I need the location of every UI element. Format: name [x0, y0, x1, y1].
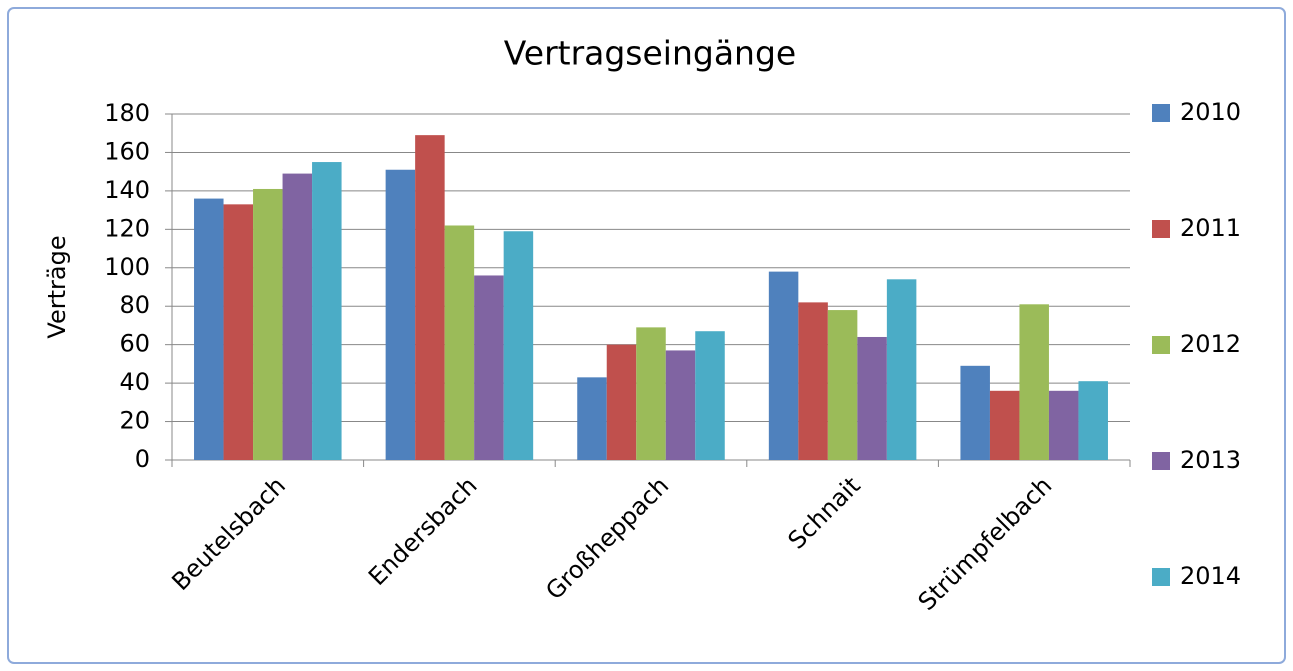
legend-label: 2013	[1180, 446, 1241, 474]
bar	[415, 135, 445, 460]
bar	[857, 336, 887, 460]
bar	[253, 188, 283, 460]
bar	[223, 204, 254, 460]
bar	[1019, 304, 1049, 460]
bar	[312, 162, 342, 461]
bar	[827, 310, 858, 460]
legend-swatch	[1152, 220, 1170, 238]
bar	[194, 198, 224, 461]
bar	[577, 377, 607, 460]
y-tick-label: 160	[104, 137, 150, 165]
legend-label: 2012	[1180, 330, 1241, 358]
bar	[636, 327, 666, 460]
legend-swatch	[1152, 568, 1170, 586]
legend-label: 2014	[1180, 562, 1241, 590]
bar	[989, 390, 1020, 460]
bar	[960, 365, 990, 460]
y-axis-label: Verträge	[43, 235, 71, 338]
chart-title: Vertragseingänge	[504, 34, 796, 73]
bar	[886, 279, 917, 460]
y-tick-label: 20	[119, 407, 150, 435]
bar	[665, 350, 696, 460]
bar	[282, 173, 313, 461]
bar	[385, 169, 416, 460]
bar	[695, 331, 725, 460]
y-tick-label: 80	[119, 291, 150, 319]
bar	[1078, 381, 1108, 460]
y-tick-label: 180	[104, 99, 150, 127]
y-tick-label: 100	[104, 253, 150, 281]
y-tick-label: 0	[135, 445, 150, 473]
y-tick-label: 60	[119, 330, 150, 358]
legend-label: 2011	[1180, 214, 1241, 242]
bar	[503, 231, 534, 460]
bar	[1048, 390, 1079, 460]
y-tick-label: 40	[119, 368, 150, 396]
bar	[798, 302, 828, 460]
bar	[768, 271, 799, 460]
bar	[444, 225, 475, 460]
bar	[606, 344, 637, 460]
y-tick-label: 120	[104, 214, 150, 242]
legend-swatch	[1152, 336, 1170, 354]
legend-swatch	[1152, 452, 1170, 470]
bar	[474, 275, 504, 460]
legend-label: 2010	[1180, 98, 1241, 126]
legend-swatch	[1152, 104, 1170, 122]
y-tick-label: 140	[104, 176, 150, 204]
